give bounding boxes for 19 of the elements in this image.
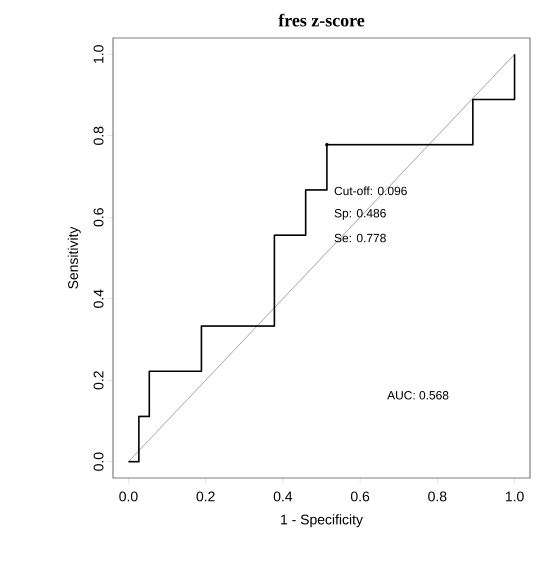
annotation: Se: 0.778 — [334, 234, 386, 242]
annotation: AUC: 0.568 — [387, 391, 448, 400]
x-tick-label: 1.0 — [506, 492, 524, 502]
y-tick-label: 0.8 — [94, 126, 104, 145]
x-axis-title: 1 - Specificity — [281, 514, 363, 528]
annotation: Cut-off: 0.096 — [334, 186, 407, 196]
y-axis-title: Sensitivity — [68, 226, 81, 289]
chart-title: fres z-score — [278, 14, 364, 26]
y-tick-label: 1.0 — [94, 45, 104, 63]
x-tick-label: 0.2 — [196, 492, 215, 502]
y-tick-label: 0.2 — [94, 371, 104, 390]
x-tick-label: 0.4 — [274, 492, 292, 502]
x-tick-label: 0.8 — [428, 492, 446, 502]
x-tick-label: 0.0 — [119, 492, 138, 502]
y-tick-label: 0.4 — [94, 289, 104, 308]
x-tick-label: 0.6 — [350, 492, 370, 502]
annotation: Sp: 0.486 — [334, 208, 386, 220]
y-tick-label: 0.6 — [94, 208, 104, 226]
y-tick-label: 0.0 — [94, 452, 104, 471]
